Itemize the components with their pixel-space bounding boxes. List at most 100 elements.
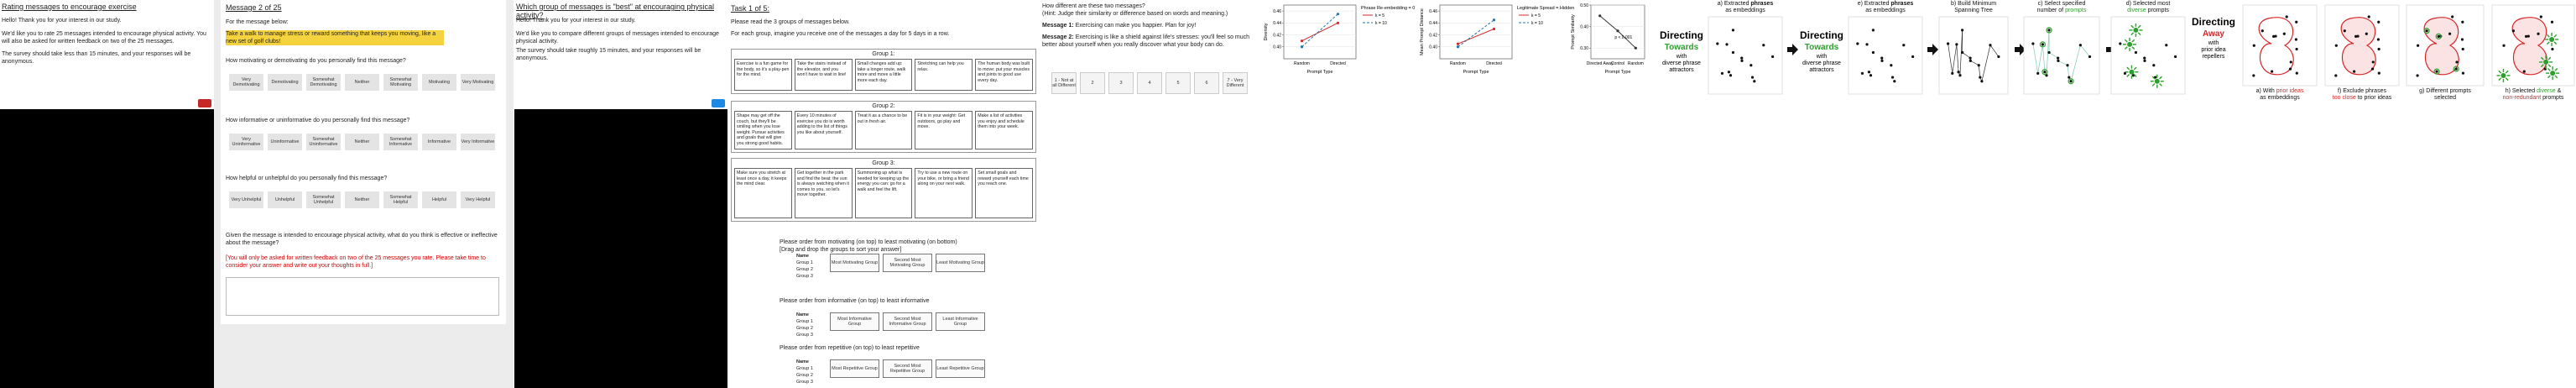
embedding-point [1979,76,1982,79]
drop-slot[interactable]: Least Motivating Group [936,254,985,272]
draggable-item[interactable]: Group 1 [796,260,813,265]
message-label: Message 2: [1042,34,1074,40]
option-button[interactable]: Unhelpful [268,191,302,208]
x-tick-label: Directed [1330,61,1346,66]
glow [2137,32,2141,36]
option-button[interactable]: Demotivating [268,74,302,91]
survey-panel: Message 2 of 25 For the message below: Tak… [214,0,514,388]
option-button[interactable]: Very Motivating [461,74,495,91]
caption-part: prompts [2065,8,2087,13]
embedding-point [2377,71,2380,75]
option-button[interactable]: Very Demotivating [229,74,263,91]
embedding-point [2041,43,2045,46]
drop-slot[interactable]: Second Most Repetitive Group [883,359,932,378]
selected-point [2154,78,2160,84]
scale-option[interactable]: 4 [1137,72,1162,94]
embedding-point [2134,50,2138,55]
option-button[interactable]: Somewhat Unhelpful [306,191,341,208]
option-button[interactable]: Very Informative [461,134,495,150]
embedding-point [2047,50,2051,55]
answer-box[interactable] [226,277,499,316]
draggable-item[interactable]: Group 2 [796,267,813,272]
glow [2131,46,2135,50]
option-button[interactable]: Helpful [422,191,456,208]
embedding-point [1753,80,1756,83]
embedding-point [1871,29,1875,32]
free-prompt: Given the message is intended to encoura… [226,233,498,247]
drop-slot[interactable]: Most Repetitive Group [830,359,879,378]
block-emphasis: Towards [1665,43,1699,52]
option-button[interactable]: Very Uninformative [229,134,263,150]
embedding-point [2295,71,2298,75]
selected-point [2129,69,2135,75]
draggable-item[interactable]: Group 1 [796,319,813,324]
drop-slot[interactable]: Most Informative Group [830,312,879,331]
embedding-point [1762,44,1765,47]
scale-option[interactable]: 6 [1194,72,1219,94]
scale-option[interactable]: 7 - Very Different [1223,72,1248,94]
x-tick-label: Random [1294,61,1310,66]
caption-part: non-redundant [2503,95,2542,101]
paragraph: Please read the 3 groups of messages bel… [731,19,850,25]
drop-slot[interactable]: Least Informative Group [936,312,985,331]
draggable-item[interactable]: Group 2 [796,326,813,331]
message-cell: Set small goals and reward yourself each… [975,168,1033,218]
caption-part: as embeddings [1725,8,1765,13]
block-title: Directing [2192,16,2235,28]
glow [2130,32,2135,36]
option-button[interactable]: Neither [345,191,379,208]
plot-area [1439,4,1513,60]
caption-part: selected [2434,95,2456,101]
drop-slot[interactable]: Second Most Motivating Group [883,254,932,272]
option-button[interactable]: Somewhat Helpful [383,191,418,208]
x-tick-label: Random [1450,61,1466,66]
option-button[interactable]: Motivating [422,74,456,91]
scale-option[interactable]: 2 [1080,72,1105,94]
glow [2133,74,2137,77]
message-text: Exercising is like a shield against life… [1042,34,1250,49]
glow [2546,41,2550,45]
point [1336,21,1340,24]
next-button[interactable] [198,99,211,107]
embedding-point [1893,80,1896,83]
draggable-item[interactable]: Group 3 [796,333,813,338]
caption-part: h) Selected [2506,88,2537,94]
draggable-item[interactable]: Group 3 [796,274,813,279]
y-tick-label: 0.42 [1273,33,1281,38]
tree-edge [1956,44,1959,72]
message-group: Group 1: Exercise is a fun game for the b… [731,49,1036,94]
scale-option[interactable]: 1 - Not at all Different [1051,72,1077,94]
embedding-point [2274,34,2277,38]
option-button[interactable]: Somewhat Demotivating [306,74,341,91]
embedding-point [2057,56,2060,60]
glow [2151,76,2156,80]
y-tick-label: 0.40 [1580,24,1588,29]
drop-slot[interactable]: Second Most Informative Group [883,312,932,331]
message-cell: Stretching can help you relax. [915,59,973,91]
option-button[interactable]: Very Helpful [461,191,495,208]
drop-slot[interactable]: Most Motivating Group [830,254,879,272]
option-button[interactable]: Neither [345,134,379,150]
draggable-item[interactable]: Group 1 [796,366,813,371]
option-button[interactable]: Very Unhelpful [229,191,263,208]
next-button[interactable] [712,99,725,107]
drop-slot[interactable]: Least Repetitive Group [936,359,985,378]
draggable-item[interactable]: Group 2 [796,373,813,378]
caption-part: c) Select specified [2038,1,2086,7]
legend-label: k = 10 [1375,21,1387,26]
draggable-item[interactable]: Group 3 [796,380,813,385]
option-button[interactable]: Somewhat Uninformative [306,134,341,150]
option-button[interactable]: Somewhat Motivating [383,74,418,91]
caption-part: & [2556,88,2562,94]
message-cell: Fit is in your weight: Get outdoors, go … [915,111,973,149]
scale-option[interactable]: 3 [1108,72,1134,94]
option-button[interactable]: Informative [422,134,456,150]
embedding-point [1969,56,1972,60]
embedding-point [1955,43,1958,46]
option-button[interactable]: Somewhat Informative [383,134,418,150]
option-button[interactable]: Uninformative [268,134,302,150]
option-button[interactable]: Neither [345,74,379,91]
embedding-point [2069,80,2073,83]
tree-edge [1962,52,1971,59]
scale-option[interactable]: 5 [1165,72,1191,94]
